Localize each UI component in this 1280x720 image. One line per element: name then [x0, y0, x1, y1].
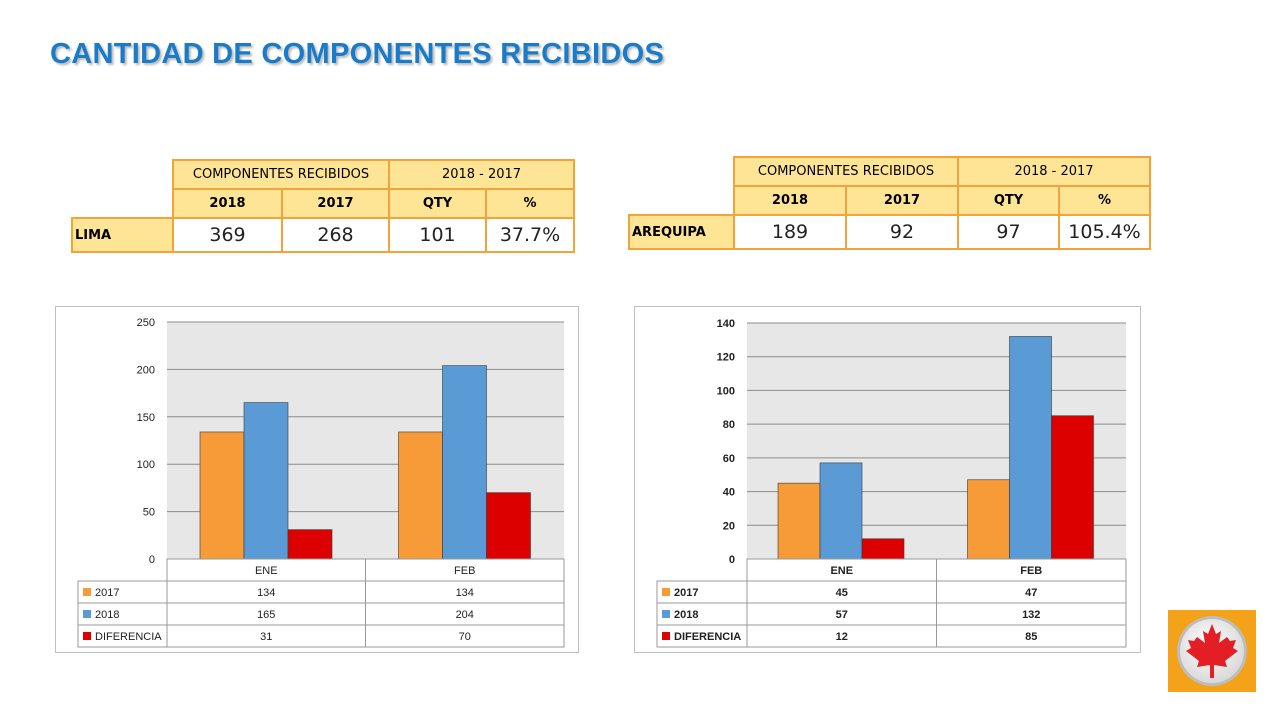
bar-2018-ene [243, 402, 289, 560]
value-percent: 37.7% [485, 217, 575, 253]
legend-cell [77, 602, 168, 626]
legend-swatch [662, 632, 670, 640]
y-tick-label: 100 [137, 459, 155, 471]
header-period: 2018 - 2017 [957, 156, 1151, 187]
data-label: 134 [456, 587, 474, 599]
row-label-city: LIMA [71, 217, 174, 253]
company-logo [1168, 610, 1256, 692]
legend-label: 2018 [95, 609, 119, 621]
legend-label: DIFERENCIA [674, 631, 741, 643]
data-label: 70 [459, 631, 471, 643]
legend-swatch [662, 588, 670, 596]
x-tick-label: ENE [255, 565, 278, 577]
col-2018: 2018 [733, 185, 847, 216]
legend-label: 2018 [674, 609, 698, 621]
page-title: CANTIDAD DE COMPONENTES RECIBIDOS [50, 38, 665, 70]
summary-table-arequipa: COMPONENTES RECIBIDOS 2018 - 2017 2018 2… [628, 156, 1151, 250]
value-2017: 92 [845, 214, 959, 250]
y-tick-label: 100 [717, 385, 735, 397]
header-componentes: COMPONENTES RECIBIDOS [172, 159, 390, 190]
legend-label: 2017 [95, 587, 119, 599]
col-percent: % [1058, 185, 1151, 216]
bar-2017-ene [199, 431, 245, 560]
data-label: 45 [836, 587, 848, 599]
col-percent: % [485, 188, 575, 219]
data-label: 132 [1022, 609, 1040, 621]
y-tick-label: 200 [137, 364, 155, 376]
value-2018: 369 [172, 217, 283, 253]
chart-arequipa: 0 20 40 60 80 100 120 140 ENE FEB 2017 45 47 2018 57 13… [634, 306, 1141, 653]
value-percent: 105.4% [1058, 214, 1151, 250]
value-qty: 97 [957, 214, 1060, 250]
bar-2018-ene [819, 462, 863, 560]
y-tick-label: 20 [723, 520, 735, 532]
bar-2017-feb [967, 479, 1010, 560]
table-cell [936, 624, 1127, 648]
y-tick-label: 140 [717, 318, 735, 330]
col-qty: QTY [388, 188, 487, 219]
legend-cell [77, 580, 168, 604]
data-label: 165 [257, 609, 275, 621]
bar-diferencia-ene [861, 538, 905, 560]
row-label-city: AREQUIPA [628, 214, 735, 250]
data-label: 31 [260, 631, 272, 643]
y-tick-label: 40 [723, 487, 735, 499]
y-tick-label: 60 [723, 453, 735, 465]
table-cell [365, 624, 565, 648]
y-tick-label: 50 [143, 507, 155, 519]
data-label: 57 [836, 609, 848, 621]
bar-chart-arequipa: 0 20 40 60 80 100 120 140 ENE FEB 2017 45 47 2018 57 13… [656, 318, 1127, 648]
data-label: 12 [836, 631, 848, 643]
x-tick-label: ENE [830, 565, 853, 577]
value-2017: 268 [281, 217, 390, 253]
summary-table-lima: COMPONENTES RECIBIDOS 2018 - 2017 2018 2… [71, 159, 575, 253]
value-qty: 101 [388, 217, 487, 253]
header-period: 2018 - 2017 [388, 159, 575, 190]
maple-leaf-icon [1177, 616, 1247, 686]
data-label: 85 [1025, 631, 1037, 643]
x-tick-label: FEB [1020, 565, 1042, 577]
y-tick-label: 80 [723, 419, 735, 431]
bar-2017-feb [398, 431, 443, 560]
y-tick-label: 120 [717, 352, 735, 364]
data-label: 204 [456, 609, 474, 621]
bar-diferencia-feb [1051, 415, 1094, 560]
bar-2018-feb [1009, 336, 1052, 560]
legend-cell [656, 580, 748, 604]
legend-swatch [83, 588, 91, 596]
col-qty: QTY [957, 185, 1060, 216]
header-componentes: COMPONENTES RECIBIDOS [733, 156, 959, 187]
bar-diferencia-ene [287, 529, 333, 560]
data-label: 47 [1025, 587, 1037, 599]
y-tick-label: 250 [137, 317, 155, 329]
data-label: 134 [257, 587, 275, 599]
col-2017: 2017 [845, 185, 959, 216]
x-tick-label: FEB [454, 565, 475, 577]
legend-swatch [83, 632, 91, 640]
y-tick-label: 0 [729, 554, 735, 566]
legend-swatch [83, 610, 91, 618]
col-2018: 2018 [172, 188, 283, 219]
legend-swatch [662, 610, 670, 618]
bar-2017-ene [777, 482, 821, 560]
y-tick-label: 150 [137, 412, 155, 424]
legend-cell [656, 602, 748, 626]
bar-chart-lima: 0 50 100 150 200 250 ENE FEB 2017 134 134 2018 165 20… [77, 317, 565, 648]
bar-diferencia-feb [486, 492, 531, 560]
col-2017: 2017 [281, 188, 390, 219]
bar-2018-feb [442, 365, 487, 560]
legend-label: 2017 [674, 587, 698, 599]
legend-label: DIFERENCIA [95, 631, 162, 643]
chart-lima: 0 50 100 150 200 250 ENE FEB 2017 134 134 2018 165 20… [55, 306, 579, 653]
value-2018: 189 [733, 214, 847, 250]
y-tick-label: 0 [149, 554, 155, 566]
